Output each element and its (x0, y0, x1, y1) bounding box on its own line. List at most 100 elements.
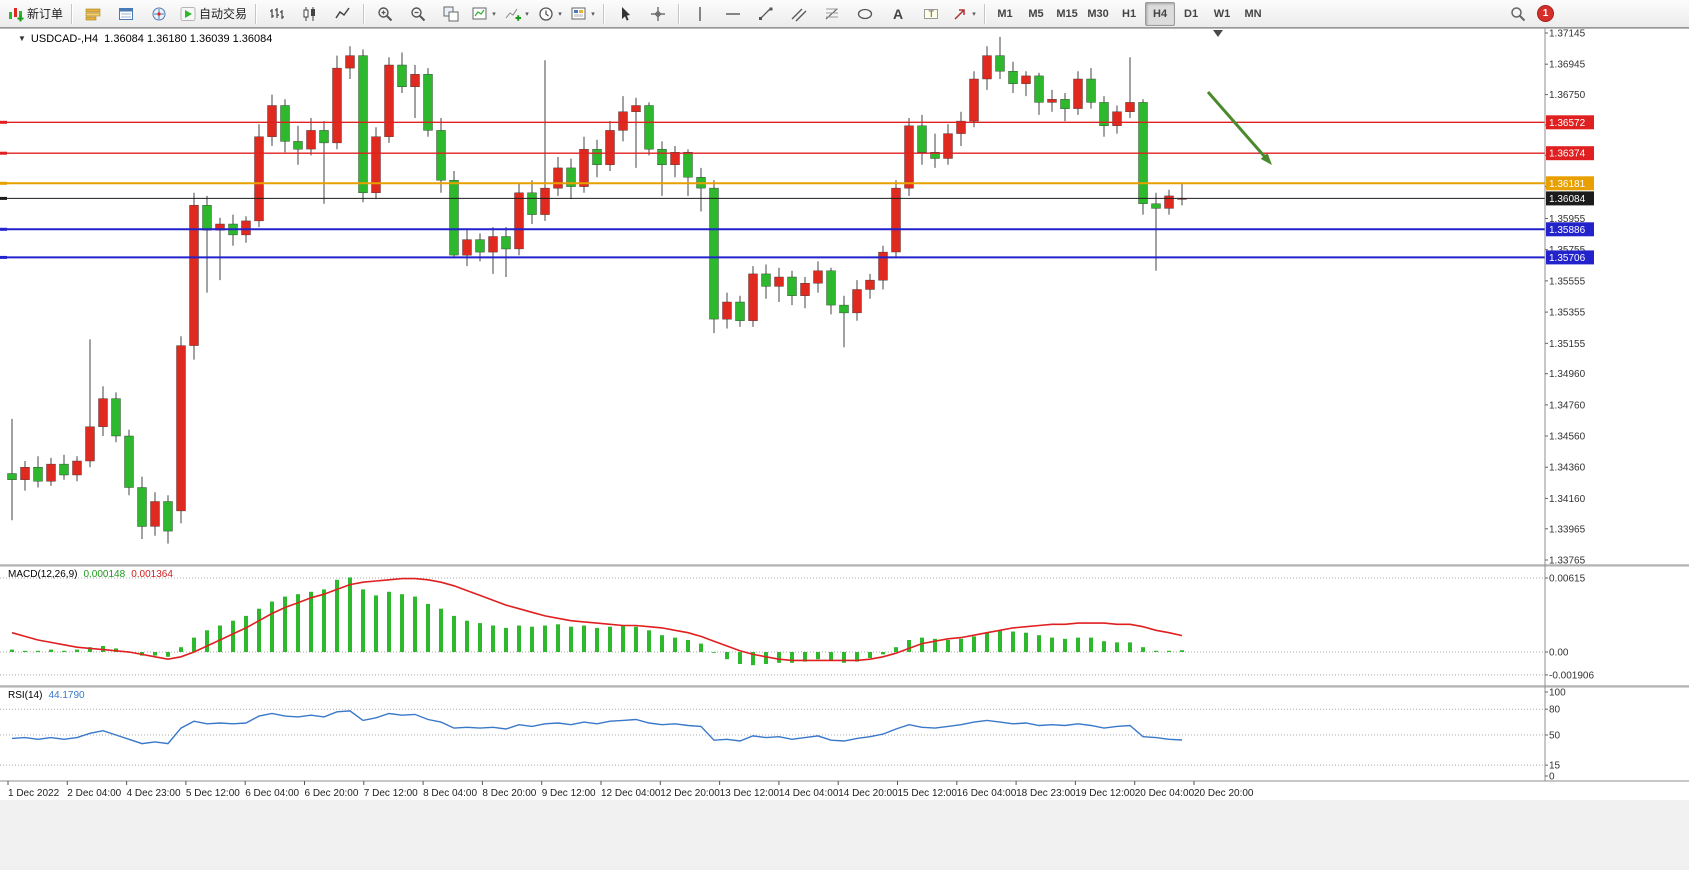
toolbar-button-fibonacci[interactable] (816, 2, 848, 26)
toolbar-button-zoom-in[interactable] (369, 2, 401, 26)
toolbar-separator (255, 3, 258, 24)
toolbar-button-new-chart[interactable]: ▾ (468, 2, 500, 26)
toolbar-button-channel[interactable] (783, 2, 815, 26)
toolbar-button-text-label[interactable]: T (915, 2, 947, 26)
tile-windows-icon (443, 6, 459, 21)
price-badge: 1.36084 (1549, 194, 1586, 205)
svg-text:15 Dec 12:00: 15 Dec 12:00 (898, 788, 958, 799)
toolbar-button-candle-chart[interactable] (294, 2, 326, 26)
svg-text:1.35955: 1.35955 (1549, 214, 1586, 225)
chart-window: 1.371451.369451.367501.365551.363601.361… (0, 28, 1689, 865)
svg-text:6 Dec 04:00: 6 Dec 04:00 (245, 788, 299, 799)
macd-panel (10, 577, 1184, 666)
toolbar-button-text[interactable]: A (882, 2, 914, 26)
timeframe-M30-button[interactable]: M30 (1087, 7, 1109, 20)
svg-text:1.35155: 1.35155 (1549, 339, 1586, 350)
vline-icon (699, 6, 701, 21)
toolbar-button-data-window[interactable] (110, 2, 142, 26)
toolbar-button-navigator[interactable] (143, 2, 175, 26)
svg-text:1.35555: 1.35555 (1549, 276, 1586, 287)
hline-left-mark (0, 151, 7, 155)
macd-signal-line (11, 577, 1183, 662)
hline-left-mark (0, 181, 7, 185)
bar-chart-icon (270, 7, 285, 19)
svg-text:1.34960: 1.34960 (1549, 369, 1586, 380)
chevron-down-icon: ▾ (525, 10, 529, 18)
toolbar-button-zoom-out[interactable] (402, 2, 434, 26)
chevron-down-icon: ▾ (972, 10, 976, 18)
svg-text:1.34760: 1.34760 (1549, 400, 1586, 411)
label-icon: T (924, 8, 939, 19)
svg-text:14 Dec 04:00: 14 Dec 04:00 (779, 788, 839, 799)
svg-text:8 Dec 20:00: 8 Dec 20:00 (482, 788, 536, 799)
toolbar-button-vertical-line[interactable] (684, 2, 716, 26)
chart-shift-marker[interactable] (1213, 30, 1223, 37)
toolbar-button-cursor[interactable] (609, 2, 641, 26)
toolbar-button-new-order[interactable]: 新订单 (4, 2, 67, 26)
svg-text:0.00: 0.00 (1549, 648, 1569, 659)
search-icon (1511, 6, 1526, 21)
hline-left-mark (0, 120, 7, 124)
one-click-trading-toggle[interactable]: ▼ (18, 34, 26, 43)
price-badge: 1.36181 (1549, 179, 1586, 190)
price-axis[interactable]: 1.371451.369451.367501.365551.363601.361… (1545, 29, 1586, 567)
horizontal-lines[interactable] (0, 120, 1545, 259)
toolbar-separator (984, 3, 987, 24)
toolbar-button-new-order-label: 新订单 (27, 7, 64, 21)
chevron-down-icon: ▾ (558, 10, 562, 18)
toolbar-button-trendline[interactable] (750, 2, 782, 26)
svg-text:0: 0 (1549, 772, 1555, 783)
timeframe-M15-button[interactable]: M15 (1056, 7, 1078, 20)
rsi-panel (11, 710, 1183, 745)
timeframe-H1-button[interactable]: H1 (1122, 7, 1137, 20)
svg-text:7 Dec 12:00: 7 Dec 12:00 (364, 788, 418, 799)
toolbar-button-periods[interactable]: ▾ (534, 2, 566, 26)
chart-canvas[interactable]: 1.371451.369451.367501.365551.363601.361… (0, 28, 1689, 865)
market-watch-icon (85, 8, 101, 20)
price-badge: 1.35886 (1549, 225, 1586, 236)
candlestick-series[interactable] (7, 36, 1187, 544)
hline-left-mark (0, 255, 7, 259)
chevron-down-icon: ▾ (591, 10, 595, 18)
panel-splitters[interactable] (0, 564, 1689, 688)
svg-text:-0.001906: -0.001906 (1549, 670, 1594, 681)
timeframe-M5-button[interactable]: M5 (1028, 7, 1044, 20)
toolbar-button-templates[interactable]: ▾ (567, 2, 599, 26)
timeframe-W1-button[interactable]: W1 (1213, 7, 1231, 20)
timeframe-M1-button[interactable]: M1 (997, 7, 1013, 20)
svg-text:1.36750: 1.36750 (1549, 90, 1586, 101)
svg-text:80: 80 (1549, 705, 1561, 716)
notification-badge[interactable]: 1 (1537, 5, 1554, 22)
trend-arrow-annotation[interactable] (1206, 91, 1272, 165)
price-line-labels: 1.36572 1.36374 1.36181 1.36084 1.35886 1.357… (1546, 115, 1594, 265)
toolbar-button-tile-windows[interactable] (435, 2, 467, 26)
svg-text:1.35355: 1.35355 (1549, 308, 1586, 319)
clock-icon (539, 6, 553, 21)
toolbar-separator (678, 3, 681, 24)
toolbar-button-arrows[interactable]: ▾ (948, 2, 980, 26)
cursor-icon (622, 6, 631, 21)
toolbar-button-autotrade-label: 自动交易 (199, 7, 248, 21)
main-toolbar: 新订单 自动交易 ▾ ▾ ▾ ▾ A T ▾ M1 M5 M15 M30 H1 H4 D1 W1 MN 1 (0, 0, 1689, 28)
price-badge: 1.36572 (1549, 118, 1586, 129)
search-button[interactable] (1510, 6, 1526, 22)
toolbar-button-line-chart[interactable] (327, 2, 359, 26)
toolbar-button-crosshair[interactable] (642, 2, 674, 26)
toolbar-button-horizontal-line[interactable] (717, 2, 749, 26)
toolbar-button-indicators[interactable]: ▾ (501, 2, 533, 26)
template-icon (571, 7, 586, 19)
toolbar-button-bar-chart[interactable] (261, 2, 293, 26)
toolbar-button-shapes[interactable] (849, 2, 881, 26)
svg-text:A: A (893, 6, 903, 22)
svg-text:18 Dec 23:00: 18 Dec 23:00 (1016, 788, 1076, 799)
timeframe-D1-button[interactable]: D1 (1184, 7, 1199, 20)
timeframe-H4-button[interactable]: H4 (1145, 1, 1176, 26)
time-axis[interactable]: 1 Dec 2022 2 Dec 04:00 4 Dec 23:00 5 Dec 12… (7, 781, 1254, 799)
timeframe-MN-button[interactable]: MN (1244, 7, 1262, 20)
zoom-out-icon (411, 6, 426, 21)
svg-text:1.34160: 1.34160 (1549, 494, 1586, 505)
toolbar-button-market-watch[interactable] (77, 2, 109, 26)
trendline-icon (759, 7, 773, 20)
new-chart-icon (472, 7, 487, 19)
toolbar-button-autotrade[interactable]: 自动交易 (176, 2, 251, 26)
